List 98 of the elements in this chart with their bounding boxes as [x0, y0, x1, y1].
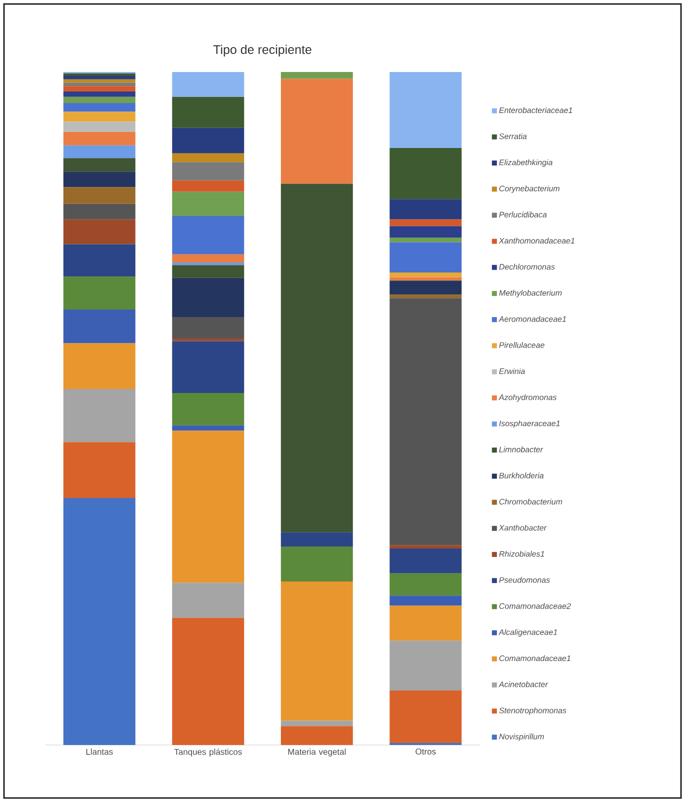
legend-label: Azohydromonas [498, 394, 557, 402]
legend-label: Isosphaeraceae1 [499, 420, 560, 428]
bar [63, 158, 136, 172]
bar [390, 545, 462, 548]
bar [63, 187, 136, 204]
bar [63, 310, 136, 344]
bar [390, 606, 462, 641]
bar [172, 278, 244, 317]
bar [280, 581, 353, 721]
bar [172, 265, 244, 278]
bar [280, 546, 353, 582]
bar [390, 72, 462, 148]
bar [172, 341, 244, 394]
bar [390, 199, 462, 220]
bar [63, 76, 136, 80]
legend-label: Dechloromonas [499, 264, 555, 270]
legend-label: Elizabethkingia [499, 159, 552, 167]
bar [390, 219, 462, 226]
bar [172, 254, 244, 262]
bar [63, 442, 136, 498]
bar [172, 128, 244, 154]
bar [172, 316, 244, 338]
x-tick-label: Tanques plásticos [174, 748, 242, 757]
bar [280, 726, 353, 745]
bar [63, 145, 136, 158]
bar [390, 226, 462, 238]
legend-label: Alcaligenaceae1 [498, 629, 557, 637]
bar [172, 338, 244, 342]
bar [63, 102, 136, 112]
legend-label: Burkholderia [499, 472, 544, 478]
bar [63, 112, 136, 122]
legend-label: Pirellulaceae [499, 342, 544, 348]
bar [390, 573, 462, 596]
legend-label: Rhizobiales1 [499, 550, 544, 557]
bar [63, 79, 136, 83]
legend-label: Methylobacterium [499, 290, 562, 298]
bar [172, 216, 244, 254]
bar [172, 262, 244, 266]
legend-label: Xanthomonadaceae1 [498, 238, 574, 244]
bar [172, 430, 244, 583]
bar [63, 132, 136, 146]
bar [63, 73, 136, 76]
bar [63, 343, 136, 389]
bar [280, 72, 353, 79]
legend-label: Pseudomonas [499, 576, 550, 583]
x-tick-label: Otros [416, 748, 436, 755]
chart-title: Tipo de recipiente [213, 44, 312, 56]
bar [172, 153, 244, 162]
bar [390, 298, 462, 546]
bar [172, 582, 244, 618]
legend-label: Xanthobacter [498, 524, 547, 531]
bar [390, 596, 462, 606]
bar [390, 238, 462, 242]
bar [63, 244, 136, 277]
bar [63, 204, 136, 220]
bar [390, 272, 462, 278]
bar [172, 96, 244, 128]
legend-label: Novispirillum [499, 733, 544, 741]
bar [280, 720, 353, 726]
bar [280, 78, 353, 184]
legend-label: Aeromonadaceae1 [498, 316, 566, 322]
bar [63, 219, 136, 244]
bar [390, 548, 462, 574]
bar [63, 92, 136, 97]
bar [390, 640, 462, 690]
bar [172, 180, 244, 192]
bar [172, 425, 244, 431]
bar [390, 280, 462, 295]
legend-label: Comamonadaceae1 [499, 655, 570, 662]
legend-label: Serratia [499, 133, 527, 140]
bar [172, 192, 244, 216]
bar [390, 242, 462, 273]
legend-label: Acinetobacter [498, 681, 548, 688]
legend-label: Perlucidibaca [499, 212, 547, 218]
legend-label: Erwinia [499, 368, 525, 374]
legend-label: Limnobacter [499, 446, 544, 452]
bar [63, 86, 136, 92]
legend-label: Enterobacteriaceae1 [499, 107, 572, 114]
bar [172, 393, 244, 426]
legend-label: Chromobacterium [499, 498, 562, 505]
legend-label: Corynebacterium [499, 185, 560, 193]
legend-label: Comamonadaceae2 [499, 603, 571, 609]
bar [172, 162, 244, 180]
bar [63, 388, 136, 442]
bar [63, 122, 136, 132]
legend-label: Stenotrophomonas [499, 707, 566, 715]
x-tick-label: Llantas [86, 748, 113, 755]
bar [172, 72, 244, 97]
bar [63, 276, 136, 310]
bar [390, 148, 462, 200]
bar [280, 184, 353, 532]
bar [63, 172, 136, 188]
x-tick-label: Materia vegetal [288, 748, 346, 756]
bar [390, 690, 462, 743]
bar [172, 618, 244, 745]
bar [280, 532, 353, 546]
bar [63, 498, 136, 745]
bar [63, 96, 136, 103]
